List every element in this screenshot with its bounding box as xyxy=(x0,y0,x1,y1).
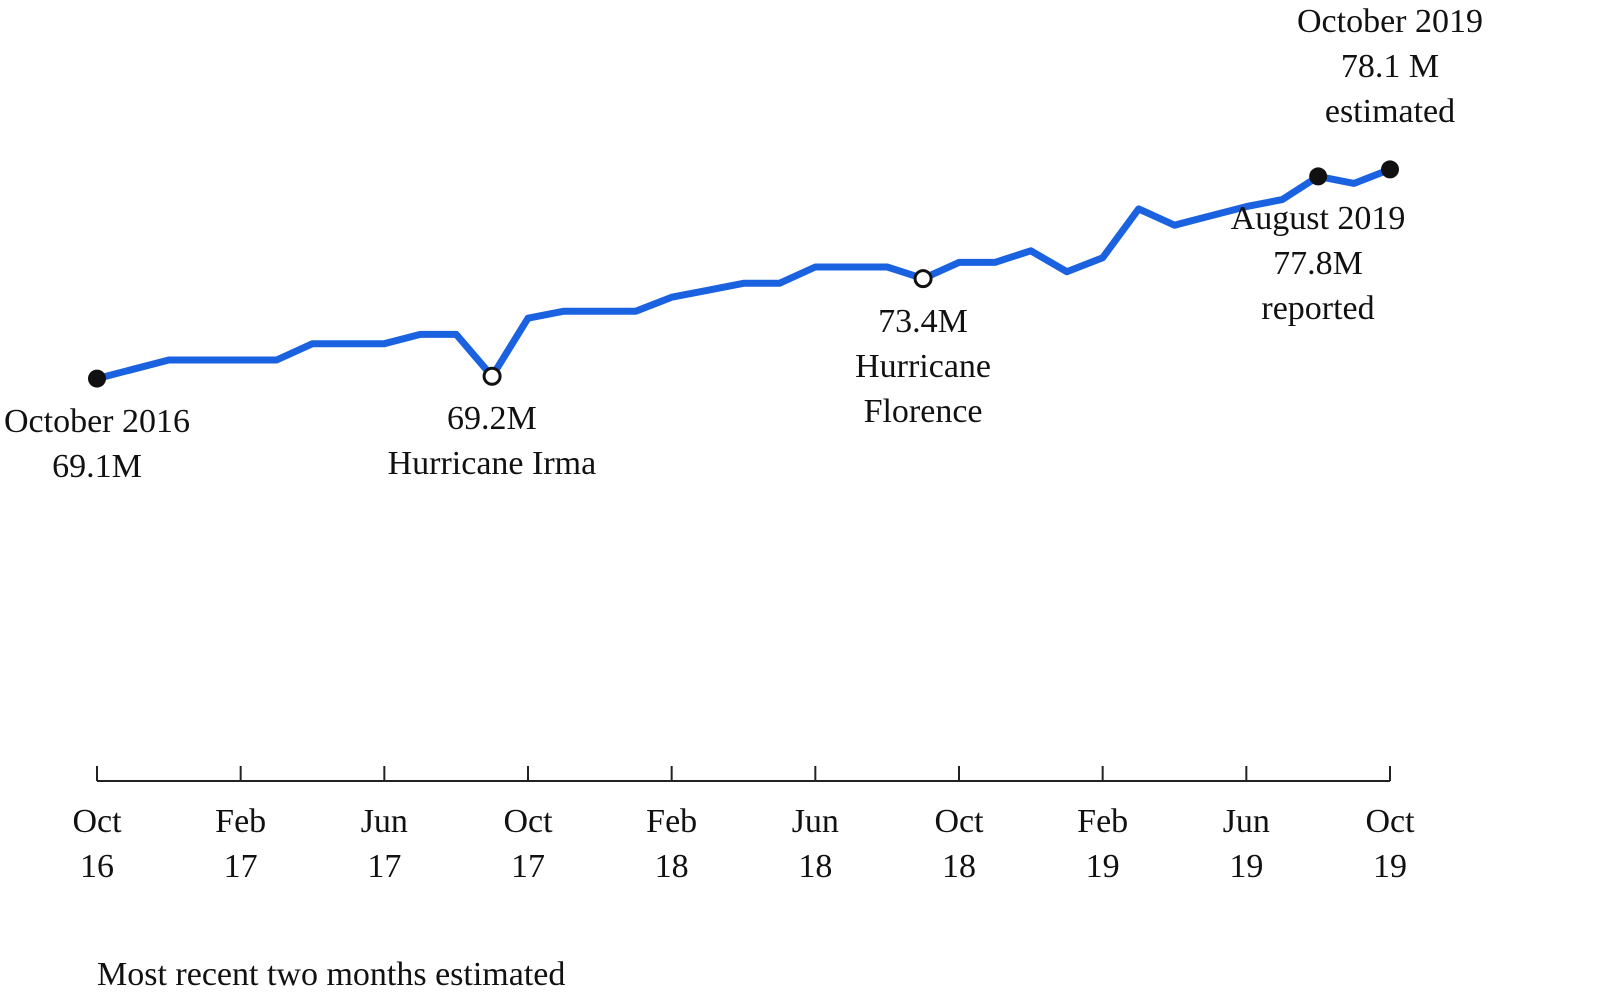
annotation-line: October 2016 xyxy=(4,402,191,440)
x-tick-year: 17 xyxy=(223,848,258,885)
annotation-line: 77.8M xyxy=(1273,245,1363,283)
annotation-line: estimated xyxy=(1324,93,1456,131)
x-tick-year: 18 xyxy=(798,848,833,885)
annotation-oct2016: October 2016 69.1M xyxy=(4,399,190,489)
x-tick-label: Jun 19 xyxy=(1186,799,1306,889)
x-axis xyxy=(96,766,1391,782)
x-tick-year: 18 xyxy=(654,848,689,885)
x-tick-month: Oct xyxy=(72,803,122,840)
annotation-line: August 2019 xyxy=(1230,200,1406,238)
x-tick-label: Feb 19 xyxy=(1043,799,1163,889)
marker-group xyxy=(88,160,1399,388)
x-tick-year: 18 xyxy=(942,848,976,885)
x-tick-year: 16 xyxy=(80,848,114,885)
annotation-line: 69.2M xyxy=(447,400,537,438)
annotation-line: Florence xyxy=(863,392,983,430)
x-tick-label: Oct 18 xyxy=(899,799,1019,889)
x-tick-year: 17 xyxy=(511,848,545,885)
annotation-line: October 2019 xyxy=(1297,3,1484,41)
x-tick-month: Jun xyxy=(360,803,408,840)
annotation-line: 69.1M xyxy=(52,447,142,485)
filled-marker xyxy=(88,369,106,388)
x-tick-label: Jun 18 xyxy=(755,799,875,889)
annotation-line: 73.4M xyxy=(878,302,968,340)
x-tick-year: 17 xyxy=(367,848,402,885)
x-tick-year: 19 xyxy=(1085,848,1120,885)
x-tick-label: Oct 16 xyxy=(37,799,157,889)
x-tick-year: 19 xyxy=(1373,848,1407,885)
series-line-group xyxy=(93,165,1394,383)
filled-marker xyxy=(1381,160,1399,179)
series-line xyxy=(93,165,1394,383)
x-tick-year: 19 xyxy=(1229,848,1264,885)
x-tick-month: Oct xyxy=(503,803,553,840)
annotation-oct2019: October 2019 78.1 M estimated xyxy=(1297,0,1483,134)
x-tick-month: Oct xyxy=(934,803,984,840)
footnote: Most recent two months estimated xyxy=(97,956,566,993)
annotation-florence: 73.4M Hurricane Florence xyxy=(855,299,991,434)
x-tick-label: Feb 17 xyxy=(181,799,301,889)
x-tick-month: Jun xyxy=(1222,803,1270,840)
filled-marker xyxy=(1309,167,1328,186)
x-tick-month: Feb xyxy=(215,803,267,840)
x-tick-month: Feb xyxy=(1077,803,1129,840)
annotation-line: Hurricane xyxy=(855,347,991,385)
x-tick-label: Jun 17 xyxy=(324,799,444,889)
x-tick-label: Oct 17 xyxy=(468,799,588,889)
open-marker xyxy=(913,269,933,289)
x-tick-month: Feb xyxy=(646,803,698,840)
x-tick-month: Oct xyxy=(1365,803,1415,840)
open-marker xyxy=(482,366,502,386)
x-tick-month: Jun xyxy=(791,803,839,840)
annotation-line: reported xyxy=(1261,290,1375,328)
annotation-line: Hurricane Irma xyxy=(387,445,597,483)
annotation-aug2019: August 2019 77.8M reported xyxy=(1231,196,1406,331)
annotation-irma: 69.2M Hurricane Irma xyxy=(388,396,597,486)
annotation-line: 78.1 M xyxy=(1340,48,1440,86)
x-tick-label: Oct 19 xyxy=(1330,799,1450,889)
x-tick-label: Feb 18 xyxy=(612,799,732,889)
